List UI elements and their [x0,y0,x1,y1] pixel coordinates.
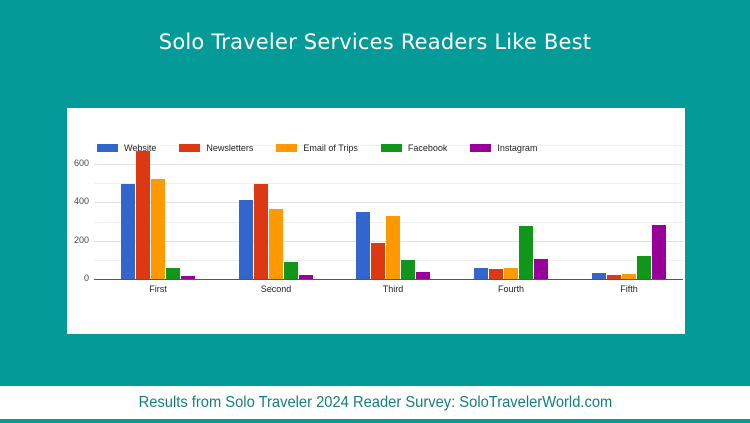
bar-first-email-of-trips [151,179,165,279]
bar-third-newsletters [371,242,385,279]
bar-third-facebook [401,260,415,279]
legend-item-email-of-trips: Email of Trips [276,143,358,153]
legend-label: Newsletters [206,143,254,153]
y-tick-label: 400 [73,196,89,207]
bar-second-email-of-trips [269,209,283,279]
bar-fifth-facebook [637,255,651,279]
bar-fifth-email-of-trips [622,273,636,279]
bar-first-newsletters [136,151,150,279]
bar-second-newsletters [254,184,268,279]
bar-fourth-newsletters [489,269,503,279]
gridline-600 [94,164,683,166]
legend-swatch [179,144,201,152]
bar-fourth-email-of-trips [504,267,518,279]
bar-fourth-facebook [519,225,533,279]
y-tick-label: 0 [83,273,89,283]
legend-swatch [97,144,118,152]
legend-swatch [470,144,492,152]
bar-second-facebook [284,262,298,279]
footer-text: Results from Solo Traveler 2024 Reader S… [138,393,612,411]
x-tick-label: Fifth [620,284,638,294]
bar-third-instagram [416,271,430,279]
legend-item-instagram: Instagram [470,143,537,153]
bar-first-instagram [181,276,195,279]
legend-label: Website [124,143,157,153]
x-tick-label: Fourth [497,284,524,294]
bar-fifth-instagram [652,225,666,279]
x-axis-line [94,279,683,280]
gridline-400 [94,202,683,204]
legend-swatch [380,144,402,152]
legend-item-newsletters: Newsletters [179,143,253,153]
legend-label: Instagram [497,143,538,153]
bar-fifth-website [592,273,606,279]
bar-first-website [121,184,135,279]
legend-label: Facebook [407,143,448,153]
bar-third-website [356,211,370,279]
x-tick-label: First [149,284,167,294]
bar-fourth-website [474,268,488,279]
bar-second-website [239,199,253,279]
footer-banner: Results from Solo Traveler 2024 Reader S… [0,386,750,419]
bar-second-instagram [299,275,313,279]
chart-card: 0 200 400 600 First Second Third Fourth Fifth We… [67,108,685,334]
chart-legend: Website Newsletters Email of Trips Facebook… [97,142,560,154]
chart-plot-area: 0 200 400 600 First Second Third Fourth Fifth [67,108,685,334]
x-tick-label: Second [260,284,292,294]
bar-fifth-newsletters [607,274,621,279]
y-tick-label: 600 [73,158,89,169]
legend-swatch [276,144,298,152]
legend-label: Email of Trips [303,143,358,153]
bar-third-email-of-trips [386,215,400,279]
page-title: Solo Traveler Services Readers Like Best [158,30,592,54]
y-tick-label: 200 [73,234,89,245]
bar-first-facebook [166,268,180,279]
legend-item-website: Website [97,143,156,153]
x-tick-label: Third [382,284,404,294]
gridline-500 [94,183,683,185]
bar-fourth-instagram [534,259,548,279]
legend-item-facebook: Facebook [380,143,448,153]
